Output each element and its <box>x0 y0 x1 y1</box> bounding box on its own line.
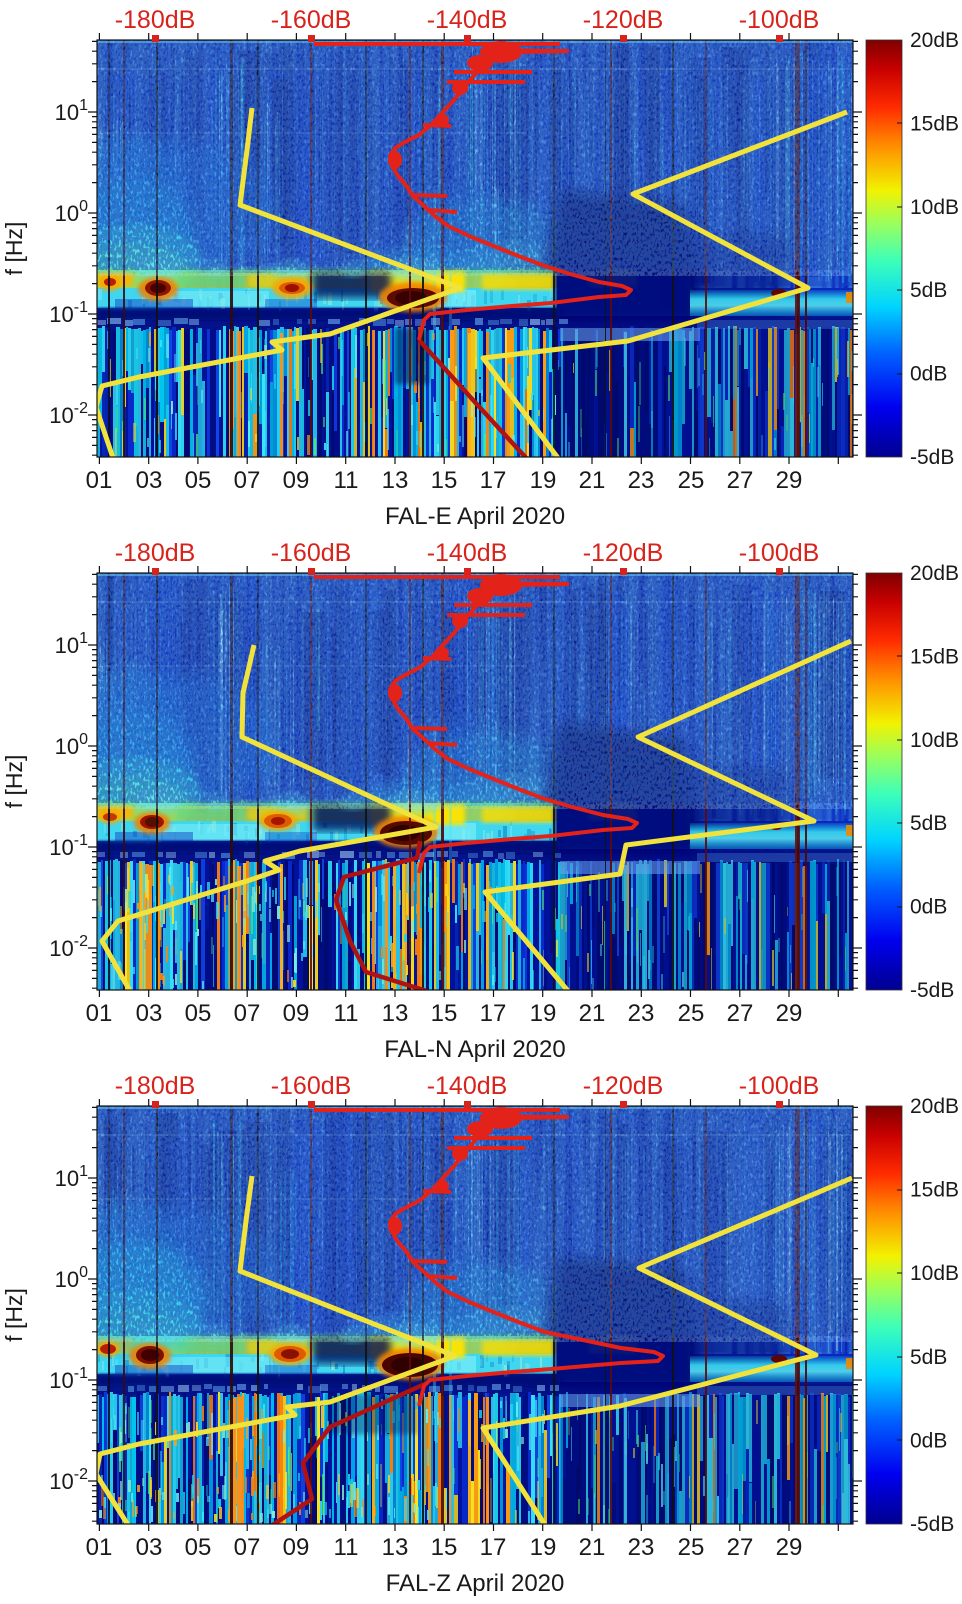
svg-text:20dB: 20dB <box>910 562 959 585</box>
svg-text:25: 25 <box>678 1000 705 1027</box>
svg-text:15: 15 <box>431 1534 458 1561</box>
svg-text:05: 05 <box>185 467 212 494</box>
svg-text:5dB: 5dB <box>910 1346 947 1369</box>
svg-text:19: 19 <box>530 1000 557 1027</box>
svg-text:27: 27 <box>727 467 754 494</box>
svg-text:11: 11 <box>334 1534 359 1561</box>
svg-text:5dB: 5dB <box>910 279 947 302</box>
svg-text:23: 23 <box>628 1000 655 1027</box>
svg-text:15: 15 <box>431 1000 458 1027</box>
svg-text:25: 25 <box>678 467 705 494</box>
svg-text:27: 27 <box>727 1534 754 1561</box>
svg-text:29: 29 <box>776 467 803 494</box>
svg-text:01: 01 <box>86 1000 113 1027</box>
svg-text:-160dB: -160dB <box>271 1072 352 1100</box>
svg-text:15: 15 <box>431 467 458 494</box>
svg-text:01: 01 <box>86 467 113 494</box>
svg-text:-100dB: -100dB <box>739 539 820 567</box>
svg-text:13: 13 <box>382 1534 409 1561</box>
svg-text:10dB: 10dB <box>910 1262 959 1285</box>
svg-text:0dB: 0dB <box>910 896 947 919</box>
svg-text:FAL-Z April 2020: FAL-Z April 2020 <box>386 1570 565 1597</box>
svg-text:07: 07 <box>234 467 261 494</box>
svg-text:-160dB: -160dB <box>271 6 352 34</box>
svg-text:25: 25 <box>678 1534 705 1561</box>
svg-text:f [Hz]: f [Hz] <box>1 222 27 276</box>
svg-text:09: 09 <box>283 1534 310 1561</box>
svg-text:21: 21 <box>579 1534 606 1561</box>
svg-text:19: 19 <box>530 467 557 494</box>
svg-text:10dB: 10dB <box>910 196 959 219</box>
svg-text:f [Hz]: f [Hz] <box>1 1288 27 1342</box>
svg-text:-5dB: -5dB <box>910 446 954 469</box>
svg-text:-140dB: -140dB <box>427 1072 508 1100</box>
svg-text:07: 07 <box>234 1000 261 1027</box>
svg-text:21: 21 <box>579 1000 606 1027</box>
svg-text:10-2: 10-2 <box>49 1466 88 1494</box>
svg-text:23: 23 <box>628 1534 655 1561</box>
svg-text:-100dB: -100dB <box>739 6 820 34</box>
svg-text:-120dB: -120dB <box>583 6 664 34</box>
svg-text:-180dB: -180dB <box>115 539 196 567</box>
svg-text:09: 09 <box>283 1000 310 1027</box>
svg-text:-180dB: -180dB <box>115 1072 196 1100</box>
svg-text:05: 05 <box>185 1000 212 1027</box>
svg-text:17: 17 <box>480 467 507 494</box>
svg-text:27: 27 <box>727 1000 754 1027</box>
svg-text:-160dB: -160dB <box>271 539 352 567</box>
svg-text:-140dB: -140dB <box>427 539 508 567</box>
svg-text:17: 17 <box>480 1000 507 1027</box>
svg-text:15dB: 15dB <box>910 1179 959 1202</box>
svg-text:01: 01 <box>86 1534 113 1561</box>
svg-text:-140dB: -140dB <box>427 6 508 34</box>
svg-text:10dB: 10dB <box>910 729 959 752</box>
svg-text:03: 03 <box>136 467 163 494</box>
svg-text:11: 11 <box>334 467 359 494</box>
svg-text:-120dB: -120dB <box>583 1072 664 1100</box>
svg-text:-5dB: -5dB <box>910 1513 954 1536</box>
svg-text:-5dB: -5dB <box>910 979 954 1002</box>
svg-text:-180dB: -180dB <box>115 6 196 34</box>
svg-text:20dB: 20dB <box>910 1095 959 1118</box>
svg-text:FAL-N April 2020: FAL-N April 2020 <box>384 1036 565 1063</box>
svg-text:FAL-E April 2020: FAL-E April 2020 <box>385 503 565 530</box>
svg-text:03: 03 <box>136 1534 163 1561</box>
svg-text:f [Hz]: f [Hz] <box>1 755 27 809</box>
svg-text:09: 09 <box>283 467 310 494</box>
svg-text:-100dB: -100dB <box>739 1072 820 1100</box>
svg-text:5dB: 5dB <box>910 812 947 835</box>
svg-text:05: 05 <box>185 1534 212 1561</box>
svg-text:23: 23 <box>628 467 655 494</box>
svg-text:17: 17 <box>480 1534 507 1561</box>
svg-text:11: 11 <box>334 1000 359 1027</box>
svg-text:19: 19 <box>530 1534 557 1561</box>
svg-text:07: 07 <box>234 1534 261 1561</box>
svg-text:0dB: 0dB <box>910 1429 947 1452</box>
svg-text:13: 13 <box>382 1000 409 1027</box>
svg-text:20dB: 20dB <box>910 29 959 52</box>
svg-text:-120dB: -120dB <box>583 539 664 567</box>
svg-text:13: 13 <box>382 467 409 494</box>
svg-text:21: 21 <box>579 467 606 494</box>
svg-text:15dB: 15dB <box>910 112 959 135</box>
svg-text:29: 29 <box>776 1000 803 1027</box>
svg-text:03: 03 <box>136 1000 163 1027</box>
svg-text:0dB: 0dB <box>910 363 947 386</box>
svg-text:29: 29 <box>776 1534 803 1561</box>
svg-text:15dB: 15dB <box>910 645 959 668</box>
